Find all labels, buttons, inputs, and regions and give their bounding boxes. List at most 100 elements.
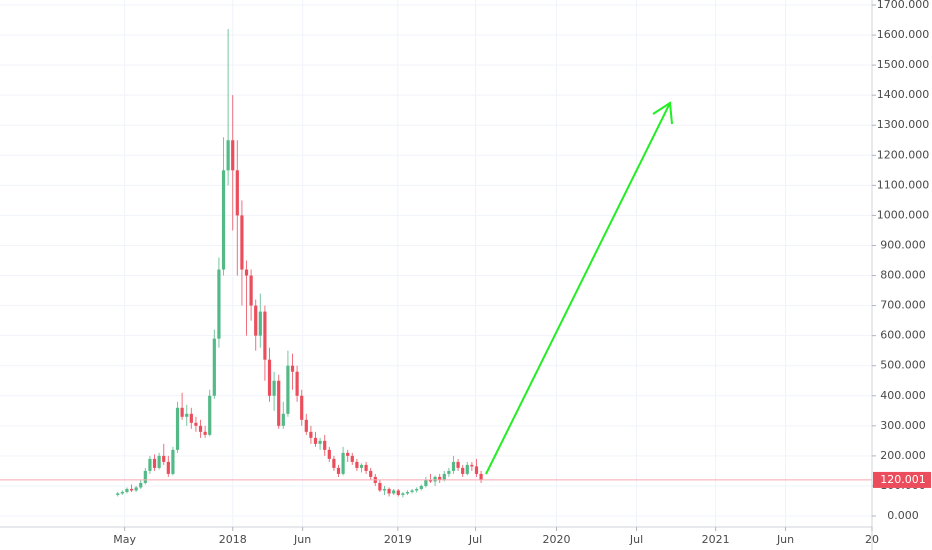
candle-body bbox=[267, 359, 272, 396]
candle-body bbox=[318, 440, 322, 444]
arrow bbox=[485, 101, 673, 475]
axes: 0.000100.000200.000300.000400.000500.000… bbox=[113, 0, 931, 546]
candle-body bbox=[396, 490, 400, 495]
last-price-box bbox=[873, 471, 931, 488]
candle-body bbox=[438, 476, 442, 480]
candle-body bbox=[217, 269, 221, 339]
candle-body bbox=[143, 470, 147, 483]
candle-body bbox=[336, 467, 341, 474]
candle-body bbox=[129, 488, 134, 491]
y-tick-label: 500.000 bbox=[880, 359, 926, 372]
candle-body bbox=[180, 407, 184, 417]
x-tick-label: 2021 bbox=[702, 533, 730, 546]
x-tick-label: Jun bbox=[293, 533, 311, 546]
candle-body bbox=[346, 452, 350, 456]
candle-body bbox=[350, 455, 354, 462]
candle-body bbox=[116, 493, 120, 495]
candle-body bbox=[134, 487, 138, 491]
x-tick-label: 20 bbox=[865, 533, 879, 546]
candle-body bbox=[189, 413, 193, 423]
y-tick-label: 1400.000 bbox=[877, 88, 930, 101]
candle-body bbox=[258, 311, 262, 336]
candle-body bbox=[364, 464, 368, 471]
candle-body bbox=[244, 269, 249, 276]
candle-body bbox=[341, 452, 345, 474]
candle-body bbox=[382, 488, 387, 491]
x-tick-label: May bbox=[113, 533, 136, 546]
candle-body bbox=[392, 490, 396, 494]
candle-body bbox=[148, 458, 152, 471]
candle-body bbox=[419, 485, 423, 489]
y-tick-label: 200.000 bbox=[880, 449, 926, 462]
candle-body bbox=[231, 140, 235, 171]
candle-body bbox=[203, 431, 207, 435]
y-tick-label: 900.000 bbox=[880, 238, 926, 251]
candle-body bbox=[474, 466, 479, 474]
candle-body bbox=[451, 461, 456, 471]
candle-body bbox=[185, 413, 189, 417]
candle-body bbox=[295, 371, 299, 396]
candle-body bbox=[465, 464, 469, 474]
candle-body bbox=[194, 422, 198, 426]
candle-body bbox=[125, 488, 129, 492]
candles bbox=[0, 29, 872, 498]
grid bbox=[0, 0, 873, 527]
arrow-shaft bbox=[485, 102, 671, 475]
y-tick-label: 1100.000 bbox=[877, 178, 930, 191]
candle-body bbox=[286, 365, 290, 414]
candle-body bbox=[323, 440, 327, 450]
candle-body bbox=[442, 473, 446, 480]
candle-body bbox=[410, 490, 414, 492]
candle-body bbox=[290, 365, 295, 372]
candle-body bbox=[254, 305, 258, 336]
candle-body bbox=[272, 380, 276, 396]
y-tick-label: 1700.000 bbox=[877, 0, 930, 11]
y-tick-label: 600.000 bbox=[880, 329, 926, 342]
candle-body bbox=[208, 395, 212, 435]
x-tick-label: 2018 bbox=[219, 533, 247, 546]
candle-body bbox=[433, 476, 437, 482]
x-tick-label: Jul bbox=[468, 533, 482, 546]
y-tick-label: 800.000 bbox=[880, 269, 926, 282]
candle-body bbox=[378, 482, 382, 491]
y-tick-label: 1300.000 bbox=[877, 118, 930, 131]
candle-body bbox=[198, 425, 203, 432]
x-tick-label: 2020 bbox=[542, 533, 570, 546]
candle-body bbox=[359, 464, 364, 468]
x-tick-label: 2019 bbox=[384, 533, 412, 546]
candle-body bbox=[300, 395, 304, 420]
y-tick-label: 1500.000 bbox=[877, 58, 930, 71]
candle-body bbox=[405, 491, 410, 494]
candle-body bbox=[456, 461, 460, 468]
candle-body bbox=[240, 215, 244, 270]
y-tick-label: 1000.000 bbox=[877, 208, 930, 221]
y-tick-label: 700.000 bbox=[880, 299, 926, 312]
candle-body bbox=[249, 275, 253, 306]
candle-body bbox=[221, 170, 226, 270]
candle-body bbox=[332, 458, 336, 468]
candle-body bbox=[401, 493, 405, 495]
candle-body bbox=[415, 488, 419, 491]
candle-body bbox=[175, 407, 180, 450]
candle-body bbox=[470, 464, 474, 467]
candle-body bbox=[235, 170, 239, 216]
candle-body bbox=[447, 470, 451, 474]
candle-body bbox=[226, 140, 230, 171]
candle-body bbox=[171, 449, 175, 474]
candle-body bbox=[212, 338, 216, 396]
candle-body bbox=[424, 479, 428, 486]
candle-body bbox=[281, 413, 285, 426]
candle-body bbox=[313, 437, 318, 444]
candle-body bbox=[120, 491, 124, 494]
candle-body bbox=[387, 488, 391, 494]
arrow-head bbox=[652, 101, 673, 125]
candle-body bbox=[166, 461, 170, 474]
candle-body bbox=[157, 455, 161, 468]
y-tick-label: 1600.000 bbox=[877, 28, 930, 41]
x-tick-label: Jun bbox=[776, 533, 794, 546]
candle-body bbox=[277, 380, 281, 426]
candle-body bbox=[152, 458, 157, 468]
candle-body bbox=[162, 455, 166, 462]
